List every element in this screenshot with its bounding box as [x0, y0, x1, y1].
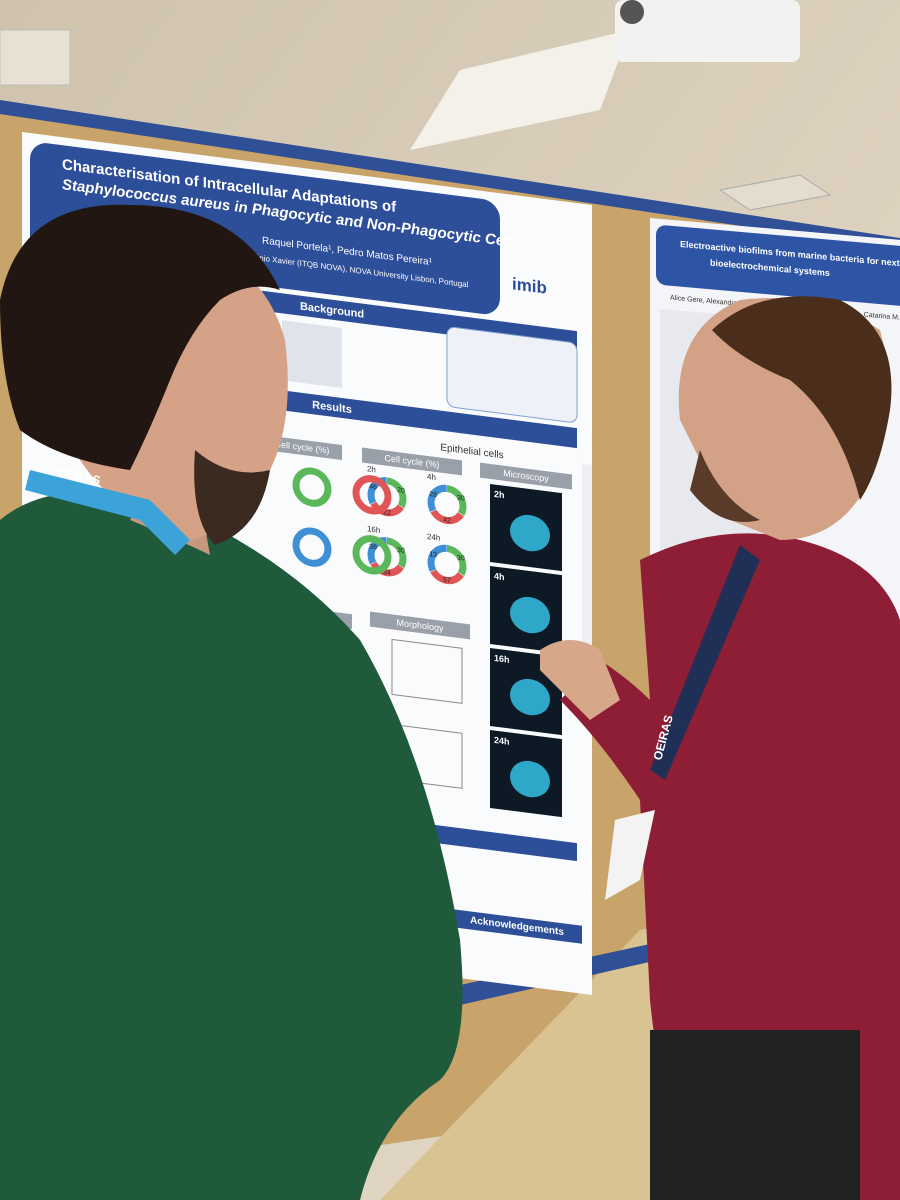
donut-label: 46	[369, 483, 377, 491]
poster-header	[30, 143, 500, 315]
donut-segment	[427, 544, 467, 585]
sweater	[0, 492, 463, 1200]
donut-ring	[352, 475, 392, 515]
donut-label: 30	[397, 547, 405, 555]
section-bar	[262, 387, 577, 449]
donut-label: 28	[429, 491, 437, 499]
board-frame	[0, 100, 900, 250]
donut-label: 30	[457, 495, 465, 503]
tag	[262, 434, 342, 460]
lanyard	[650, 545, 760, 780]
donut-label: 20	[397, 487, 405, 495]
cell-nucleus	[510, 760, 550, 798]
hand	[540, 640, 620, 720]
time-label: 4h	[494, 571, 504, 582]
donut-segment	[367, 537, 407, 577]
donut-ring	[292, 527, 332, 567]
tag	[362, 447, 462, 476]
trousers	[650, 1030, 860, 1200]
donut-label: 42	[443, 517, 451, 525]
donut-time: 24h	[427, 532, 440, 543]
tag	[370, 611, 470, 640]
donut-segment	[427, 484, 467, 525]
tag	[480, 462, 572, 490]
lanyard	[25, 470, 190, 555]
cell-nucleus	[510, 678, 550, 716]
beard	[194, 450, 270, 545]
donut-segment	[427, 484, 467, 525]
vent	[718, 174, 832, 211]
donut-segment	[367, 477, 407, 517]
donut-segment	[367, 537, 407, 577]
donut-label: 22	[383, 509, 391, 517]
donut-ring	[352, 535, 392, 575]
person-left: OEIRAS	[0, 204, 463, 1200]
donut-label: 34	[383, 569, 391, 577]
badge	[605, 810, 655, 900]
vent	[0, 29, 71, 86]
projector-lens	[620, 0, 644, 24]
line-plot	[391, 638, 463, 704]
donut-label: 30	[457, 555, 465, 563]
donut-time: 2h	[367, 464, 376, 474]
logo: imib	[512, 274, 547, 297]
donut-ring	[292, 467, 332, 507]
section-title: Results	[312, 399, 352, 416]
time-label: 16h	[494, 653, 509, 665]
time-label: 2h	[494, 489, 504, 500]
cell-nucleus	[510, 514, 550, 552]
person-right: OEIRAS	[540, 296, 900, 1200]
cell-nucleus	[510, 596, 550, 634]
donut-label: 36	[369, 543, 377, 551]
donut-segment	[367, 477, 407, 517]
donut-time: 16h	[367, 524, 380, 535]
donut-label: 57	[443, 577, 451, 585]
light-fixture	[410, 30, 630, 150]
donut-label: 13	[429, 551, 437, 559]
section-bar	[452, 909, 582, 944]
poster-header	[656, 225, 900, 307]
donut-time: 4h	[427, 472, 436, 482]
projector	[615, 0, 800, 62]
hair	[0, 204, 280, 470]
section-bar	[407, 821, 577, 862]
donut-segment	[427, 544, 467, 585]
schematic	[446, 326, 578, 423]
text-block	[282, 320, 342, 388]
beard	[690, 450, 760, 522]
time-label: 24h	[494, 735, 509, 747]
hair	[712, 296, 892, 500]
